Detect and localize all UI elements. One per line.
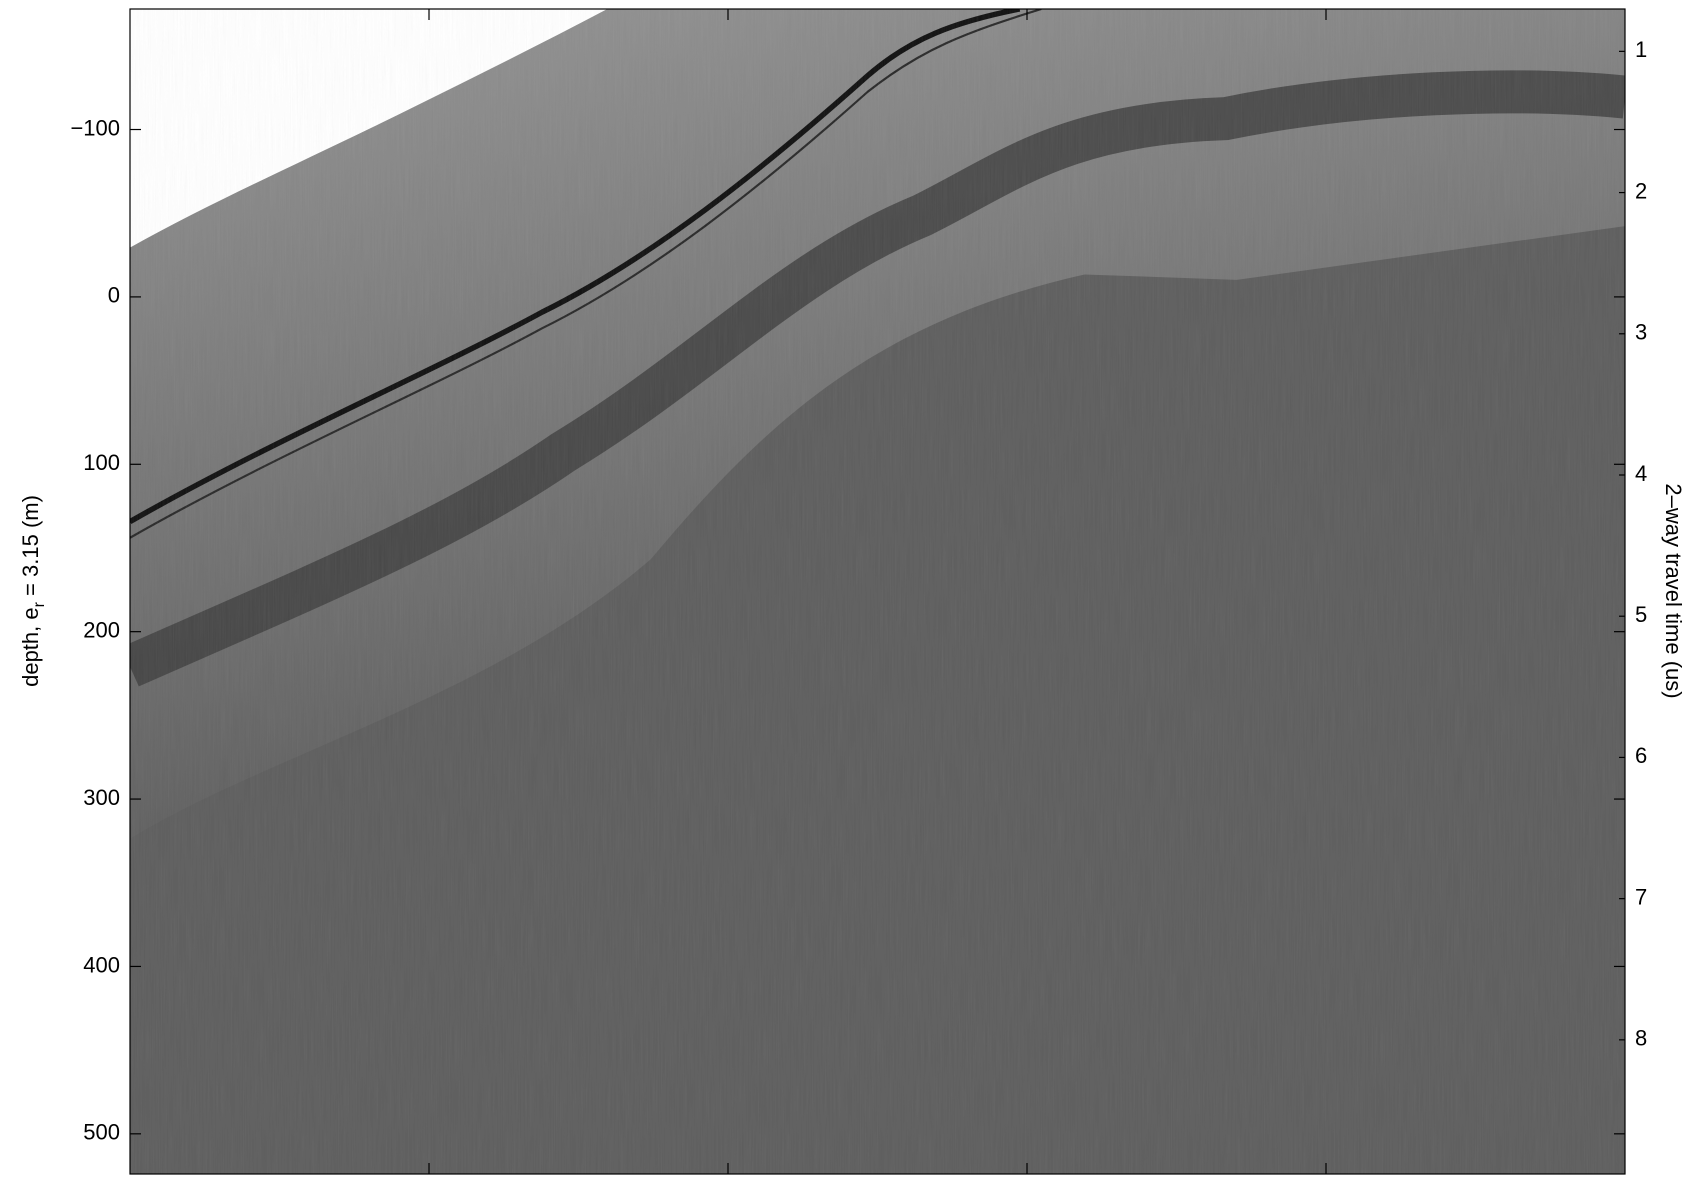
y-label-text: depth, e <box>18 607 43 687</box>
y2-tick-label: 6 <box>1635 743 1647 768</box>
y-tick-label: 0 <box>108 283 120 308</box>
y2-tick-label: 3 <box>1635 320 1647 345</box>
y-tick-label: 300 <box>83 785 120 810</box>
y2-tick-label: 5 <box>1635 602 1647 627</box>
y2-tick-label: 1 <box>1635 37 1647 62</box>
y-tick-label: 500 <box>83 1120 120 1145</box>
y2-tick-label: 8 <box>1635 1026 1647 1051</box>
y2-tick-label: 2 <box>1635 178 1647 203</box>
radargram-image <box>130 9 1625 1174</box>
y-tick-label: −100 <box>70 115 120 140</box>
y-tick-label: 100 <box>83 450 120 475</box>
plot-frame <box>129 8 1626 1175</box>
y-label-rest: = 3.15 (m) <box>18 495 43 602</box>
y-label-sub: r <box>31 601 48 607</box>
y2-axis-label: 2–way travel time (us) <box>1661 483 1686 698</box>
y-tick-label: 200 <box>83 617 120 642</box>
y-axis-label: depth, er = 3.15 (m) <box>18 495 48 687</box>
y-tick-label: 400 <box>83 952 120 977</box>
y2-tick-label: 4 <box>1635 461 1647 486</box>
y2-tick-label: 7 <box>1635 884 1647 909</box>
